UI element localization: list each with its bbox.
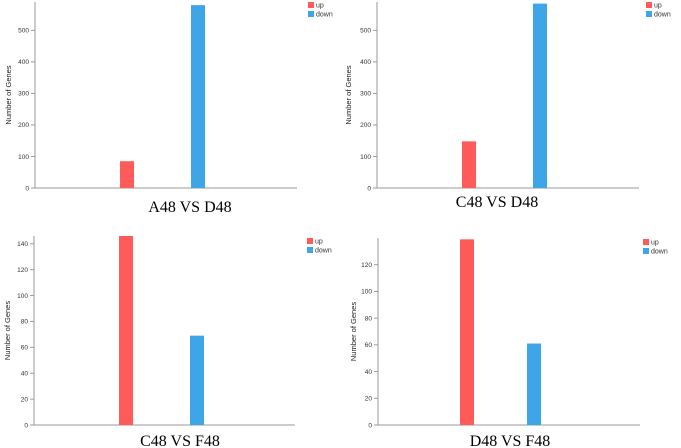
y-tick-label: 300 xyxy=(18,91,29,98)
y-tick-label: 20 xyxy=(21,396,29,403)
legend-label-up: up xyxy=(316,3,324,10)
legend-label-up: up xyxy=(651,240,659,247)
chart-title: C48 VS D48 xyxy=(456,194,538,211)
legend-swatch-down xyxy=(308,11,314,17)
y-tick-label: 60 xyxy=(365,342,373,349)
bar-up xyxy=(462,141,476,188)
y-tick-label: 100 xyxy=(360,154,371,161)
legend-label-down: down xyxy=(315,248,332,255)
y-tick-label: 500 xyxy=(360,28,371,35)
legend-label-down: down xyxy=(316,12,333,19)
chart-title: A48 VS D48 xyxy=(148,199,231,216)
y-tick-label: 80 xyxy=(365,315,373,322)
y-tick-label: 100 xyxy=(18,154,29,161)
y-tick-label: 0 xyxy=(367,185,371,192)
y-tick-label: 0 xyxy=(24,422,28,429)
y-tick-label: 60 xyxy=(21,345,29,352)
chart-panel: 0 100 200 300 400 500 Number of Genes up down C48… xyxy=(344,2,671,211)
bar-up xyxy=(460,239,474,425)
y-axis-label: Number of Genes xyxy=(349,302,358,361)
legend-swatch-up xyxy=(307,238,313,244)
legend-swatch-down xyxy=(643,248,649,254)
y-tick-label: 40 xyxy=(21,371,29,378)
y-tick-label: 20 xyxy=(365,396,373,403)
legend-swatch-up xyxy=(643,239,649,245)
chart-title: C48 VS F48 xyxy=(140,433,220,448)
y-tick-label: 400 xyxy=(18,59,29,66)
y-tick-label: 500 xyxy=(18,28,29,35)
chart-panel: 0 20 40 60 80 100 120 Number of Genes up down D48 … xyxy=(349,238,668,448)
y-tick-label: 0 xyxy=(368,422,372,429)
legend-label-up: up xyxy=(654,3,662,10)
y-tick-label: 400 xyxy=(360,59,371,66)
bar-down xyxy=(527,343,541,425)
y-tick-label: 40 xyxy=(365,369,373,376)
y-tick-label: 100 xyxy=(17,293,28,300)
y-axis-label: Number of Genes xyxy=(3,301,12,360)
legend-swatch-up xyxy=(308,2,314,8)
bar-down xyxy=(191,5,205,188)
chart-panel: 0 100 200 300 400 500 Number of Genes up down A48… xyxy=(4,2,333,216)
y-tick-label: 140 xyxy=(17,241,28,248)
y-tick-label: 0 xyxy=(25,185,29,192)
y-tick-label: 200 xyxy=(360,122,371,129)
legend-label-down: down xyxy=(651,249,668,256)
bar-down xyxy=(533,3,547,189)
legend-label-up: up xyxy=(315,239,323,246)
y-tick-label: 120 xyxy=(361,262,372,269)
y-tick-label: 300 xyxy=(360,91,371,98)
y-axis-label: Number of Genes xyxy=(344,65,353,124)
y-tick-label: 100 xyxy=(361,289,372,296)
y-tick-label: 80 xyxy=(21,319,29,326)
y-axis-label: Number of Genes xyxy=(4,65,13,124)
bar-up xyxy=(119,236,133,425)
legend-swatch-down xyxy=(646,11,652,17)
legend-swatch-down xyxy=(307,247,313,253)
chart-panel: 0 20 40 60 80 100 120 140 Number of Genes up down C… xyxy=(3,236,332,448)
legend-swatch-up xyxy=(646,2,652,8)
bar-up xyxy=(120,161,134,188)
chart-title: D48 VS F48 xyxy=(470,433,551,448)
y-tick-label: 120 xyxy=(17,267,28,274)
y-tick-label: 200 xyxy=(18,122,29,129)
bar-down xyxy=(190,335,204,425)
legend-label-down: down xyxy=(654,12,671,19)
